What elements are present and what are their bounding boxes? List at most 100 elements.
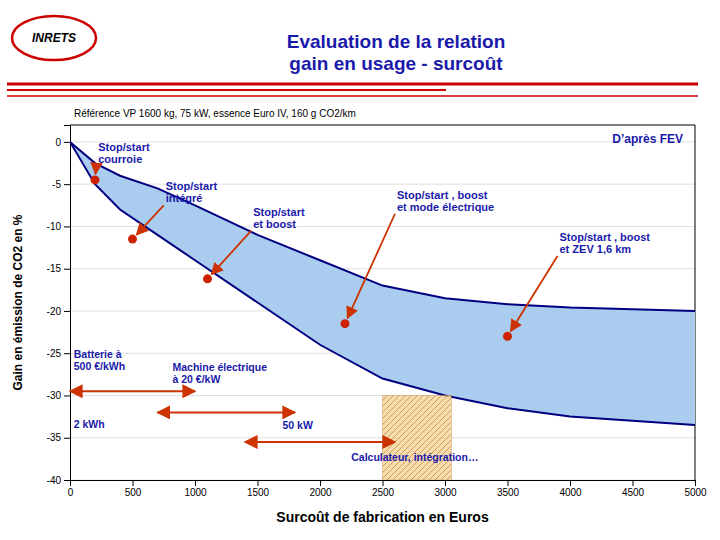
x-tick: 2500: [372, 480, 395, 498]
point-label-line: Stop/start , boost: [397, 189, 488, 201]
grid-line: [70, 184, 695, 185]
x-tick-mark: [133, 480, 134, 486]
x-tick: 500: [125, 480, 142, 498]
x-tick-label: 500: [125, 487, 142, 498]
point: [203, 274, 212, 283]
point-label-line: Stop/start , boost: [560, 231, 651, 243]
y-tick-label: -30: [47, 390, 62, 401]
point-arrow: [137, 205, 164, 234]
annotation-text-line: 50 kW: [283, 419, 313, 431]
x-tick: 4000: [559, 480, 582, 498]
title-line: gain en usage - surcoût: [289, 53, 503, 74]
x-tick-mark: [695, 480, 696, 486]
y-tick-mark: [64, 142, 70, 143]
point-label-line: Stop/start: [98, 141, 150, 153]
point-label-line: et ZEV 1,6 km: [560, 243, 632, 255]
x-tick-label: 4000: [559, 487, 582, 498]
y-axis-title: Gain en émission de CO2 en %: [11, 214, 25, 390]
annotation-text-line: Calculateur, intégration…: [351, 451, 478, 463]
y-tick: -15: [47, 263, 70, 274]
x-tick-mark: [508, 480, 509, 486]
plot: 0500100015002000250030003500400045005000…: [11, 108, 707, 525]
y-tick: -20: [47, 306, 70, 317]
y-tick: -35: [47, 432, 70, 443]
grid-line: [70, 268, 695, 269]
point-label: Stop/start , boostet ZEV 1,6 km: [560, 231, 651, 255]
y-tick-label: -15: [47, 263, 62, 274]
point: [91, 175, 100, 184]
x-tick-label: 1500: [247, 487, 270, 498]
annotation-text-line: 500 €/kWh: [74, 360, 125, 372]
hatch-rect: [383, 395, 452, 480]
y-tick-label: 0: [55, 137, 61, 148]
x-axis-title: Surcоût de fabrication en Euros: [276, 509, 489, 525]
point-arrow: [212, 231, 252, 275]
point-label: Stop/startcourroie: [98, 141, 150, 165]
annotation-text-line: à 20 €/kW: [173, 373, 221, 385]
point-label-line: Stop/start: [166, 180, 218, 192]
y-tick-mark: [64, 311, 70, 312]
chart-svg: INRETS Evaluation de la relationgain en u…: [0, 0, 720, 540]
point: [341, 319, 350, 328]
point: [128, 235, 137, 244]
annotation-text: Batterie à500 €/kWh: [74, 348, 125, 372]
y-tick-label: -20: [47, 306, 62, 317]
grid-line: [70, 141, 695, 142]
annotation-text: 2 kWh: [74, 418, 105, 430]
marks: [70, 142, 695, 480]
point: [503, 332, 512, 341]
y-tick-label: -10: [47, 221, 62, 232]
x-axis-line: [71, 481, 696, 487]
logo-ellipse: [12, 16, 96, 60]
x-tick-label: 5000: [684, 487, 707, 498]
title: Evaluation de la relationgain en usage -…: [287, 31, 506, 74]
y-tick: -10: [47, 221, 70, 232]
x-tick-mark: [633, 480, 634, 486]
y-tick-label: -40: [47, 475, 62, 486]
point-label-line: intégré: [166, 192, 203, 204]
x-tick: 1000: [184, 480, 207, 498]
annotations: Stop/startcourroieStop/startintégréStop/…: [70, 132, 683, 463]
x-tick-mark: [570, 480, 571, 486]
point-label: Stop/startet boost: [253, 206, 305, 230]
x-tick-label: 3000: [434, 487, 457, 498]
x-tick: 5000: [684, 480, 707, 498]
point-label: Stop/startintégré: [166, 180, 218, 204]
point-arrow: [95, 166, 98, 174]
span-arrow: [158, 411, 296, 413]
span-arrow: [70, 390, 195, 392]
point-arrow: [347, 214, 395, 318]
x-tick: 1500: [247, 480, 270, 498]
x-tick-label: 3500: [497, 487, 520, 498]
x-tick: 2000: [309, 480, 332, 498]
curve: [70, 142, 695, 425]
y-tick-mark: [64, 438, 70, 439]
logo-text: INRETS: [32, 31, 76, 45]
x-tick-label: 0: [68, 487, 74, 498]
x-tick-mark: [445, 480, 446, 486]
x-tick-mark: [258, 480, 259, 486]
separator: [7, 83, 698, 86]
x-tick-mark: [320, 480, 321, 486]
frame-right: [695, 125, 696, 480]
x-tick: 3000: [434, 480, 457, 498]
title-line: Evaluation de la relation: [287, 31, 506, 52]
x-tick-label: 2000: [309, 487, 332, 498]
point-label-line: et boost: [253, 218, 296, 230]
point-label-line: et mode électrique: [397, 201, 494, 213]
curve: [70, 142, 695, 311]
annotation-text: Machine électriqueà 20 €/kW: [173, 361, 268, 385]
y-axis: 0 -5 -10 -15 -20 -25 -30 -35 -40: [47, 126, 71, 486]
x-axis: 0500100015002000250030003500400045005000: [68, 480, 707, 498]
separator: [7, 95, 698, 97]
y-tick-mark: [64, 226, 70, 227]
grid: [70, 142, 695, 480]
annotation-text: Calculateur, intégration…: [351, 451, 478, 463]
y-tick: -5: [52, 179, 70, 190]
annotation-text-line: Batterie à: [74, 348, 122, 360]
subtitle: Référence VP 1600 kg, 75 kW, essence Eur…: [74, 108, 356, 119]
frame-top: [70, 125, 695, 126]
y-tick-label: -25: [47, 348, 62, 359]
x-tick-mark: [195, 480, 196, 486]
logo: INRETS: [12, 16, 96, 60]
